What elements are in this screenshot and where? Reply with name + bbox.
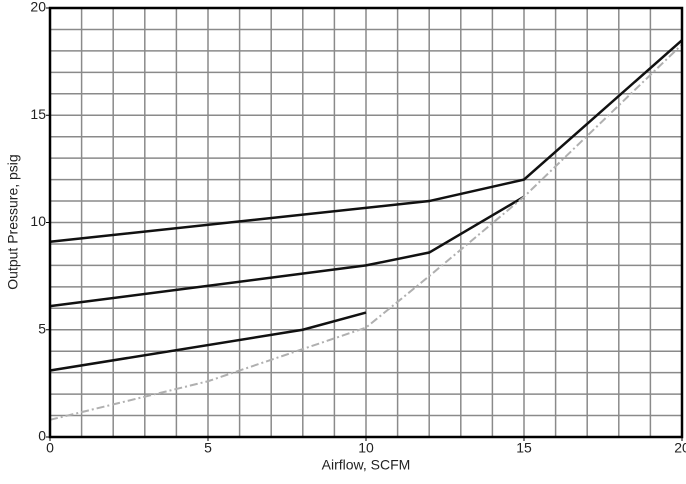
series-line — [49, 43, 683, 421]
x-tick-label: 15 — [516, 440, 532, 456]
y-tick-label: 15 — [30, 106, 46, 122]
series-line — [49, 39, 683, 244]
y-tick-label: 10 — [30, 213, 46, 229]
y-axis-label: Output Pressure, psig — [5, 154, 21, 289]
x-tick-label: 10 — [358, 440, 374, 456]
series-line — [49, 311, 367, 372]
x-tick-label: 5 — [204, 440, 212, 456]
x-tick-label: 20 — [674, 440, 686, 456]
x-tick-label: 0 — [46, 440, 54, 456]
x-axis-label: Airflow, SCFM — [322, 457, 411, 473]
y-tick-label: 20 — [30, 0, 46, 15]
y-tick-label: 0 — [38, 428, 46, 444]
plot-frame — [48, 6, 684, 439]
series-line — [49, 195, 525, 308]
y-tick-label: 5 — [38, 320, 46, 336]
